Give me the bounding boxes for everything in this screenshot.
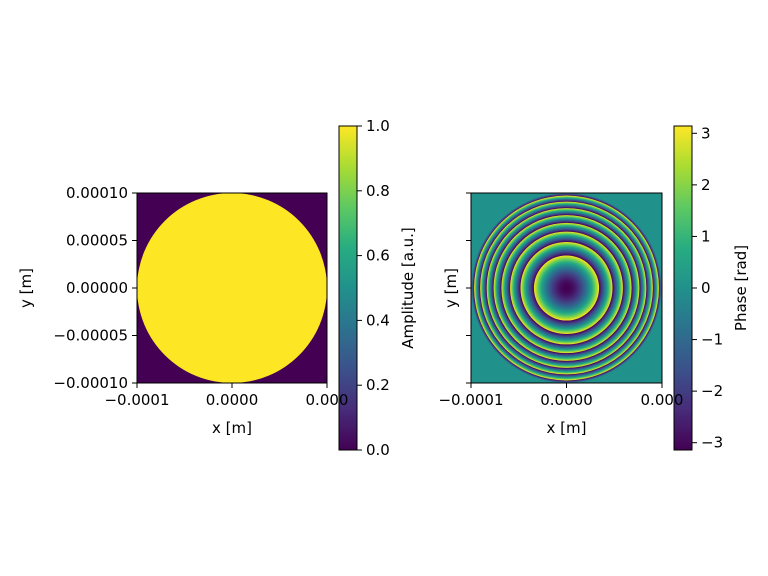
colorbar-tick-label: −3	[701, 434, 723, 452]
colorbar-tick-label: 0	[701, 279, 711, 297]
colorbar-label: Amplitude [a.u.]	[399, 227, 417, 349]
y-axis-label: y [m]	[442, 268, 460, 308]
y-tick-label: 0.00005	[66, 232, 128, 250]
colorbar-tick-label: 1.0	[366, 117, 390, 135]
phase-ring	[566, 287, 567, 289]
y-tick-label: −0.00010	[53, 374, 128, 392]
colorbar-tick-label: 0.6	[366, 247, 390, 265]
y-tick-label: −0.00005	[53, 327, 128, 345]
aperture-disk	[137, 193, 327, 383]
y-tick-label: 0.00010	[66, 184, 128, 202]
x-tick-label: −0.0001	[438, 391, 503, 409]
colorbar-tick-label: 0.2	[366, 376, 390, 394]
y-tick-label: 0.00000	[66, 279, 128, 297]
x-tick-label: 0.0000	[540, 391, 593, 409]
colorbar-1	[338, 125, 358, 451]
colorbar-tick-label: 0.4	[366, 311, 390, 329]
colorbar-label: Phase [rad]	[732, 245, 750, 331]
colorbar-tick-label: 1	[701, 227, 711, 245]
y-axis-label: y [m]	[17, 268, 35, 308]
colorbar-tick-label: 0.8	[366, 182, 390, 200]
x-axis-label: x [m]	[547, 419, 587, 437]
heatmap-image-2	[471, 193, 662, 383]
x-tick-label: 0.000	[306, 391, 349, 409]
heatmap-image-1	[137, 193, 327, 383]
x-tick-label: 0.0000	[206, 391, 259, 409]
colorbar-tick-label: 0.0	[366, 441, 390, 459]
phase-rings	[471, 193, 662, 383]
x-axis-label: x [m]	[212, 419, 252, 437]
colorbar-tick-label: −2	[701, 382, 723, 400]
colorbar-tick-label: 2	[701, 176, 711, 194]
x-tick-label: −0.0001	[104, 391, 169, 409]
x-tick-label: 0.000	[641, 391, 684, 409]
colorbar-tick-label: 3	[701, 124, 711, 142]
colorbar-tick-label: −1	[701, 331, 723, 349]
